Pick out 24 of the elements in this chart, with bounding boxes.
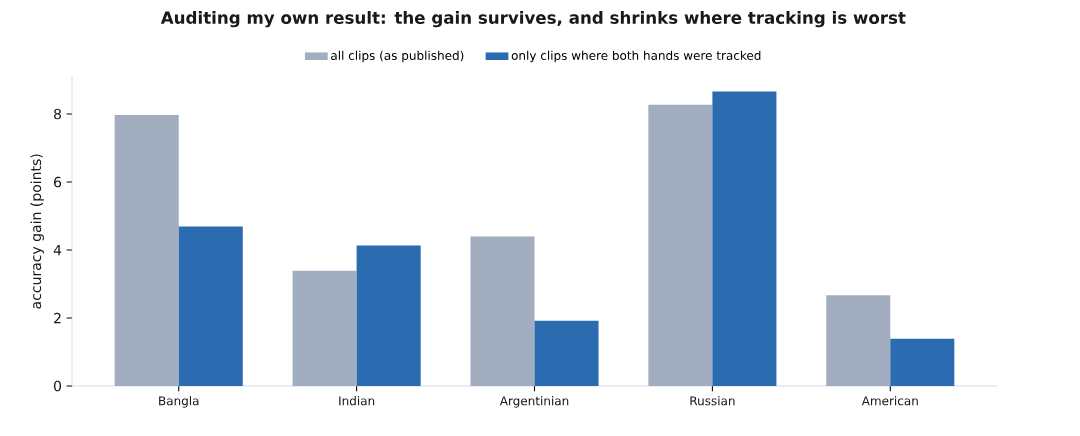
- bar: [648, 104, 713, 386]
- x-tick-label: Indian: [339, 396, 375, 406]
- bar: [470, 236, 535, 386]
- bar: [292, 270, 357, 386]
- bar: [178, 226, 243, 386]
- y-tick-label: 0: [53, 380, 62, 392]
- x-tick-label: Argentinian: [499, 396, 569, 408]
- bar: [356, 245, 421, 386]
- y-tick-label: 4: [53, 244, 62, 256]
- legend-label: all clips (as published): [331, 50, 464, 63]
- y-tick-label: 6: [54, 176, 62, 188]
- bar: [826, 295, 891, 386]
- bar: [114, 115, 179, 386]
- chart-title: Auditing my own result: the gain survives, and shrinks where tracking is worst: [160, 11, 906, 28]
- y-axis-title: accuracy gain (points): [30, 154, 44, 309]
- bar: [890, 338, 955, 386]
- x-tick-label: Russian: [690, 396, 735, 406]
- y-tick-label: 2: [54, 312, 61, 324]
- bar: [534, 320, 599, 386]
- y-tick-label: 8: [53, 108, 61, 120]
- legend-label: only clips where both hands were tracked: [511, 50, 761, 63]
- x-tick-label: Bangla: [159, 396, 199, 408]
- x-tick-label: American: [861, 396, 918, 406]
- bar: [712, 91, 777, 386]
